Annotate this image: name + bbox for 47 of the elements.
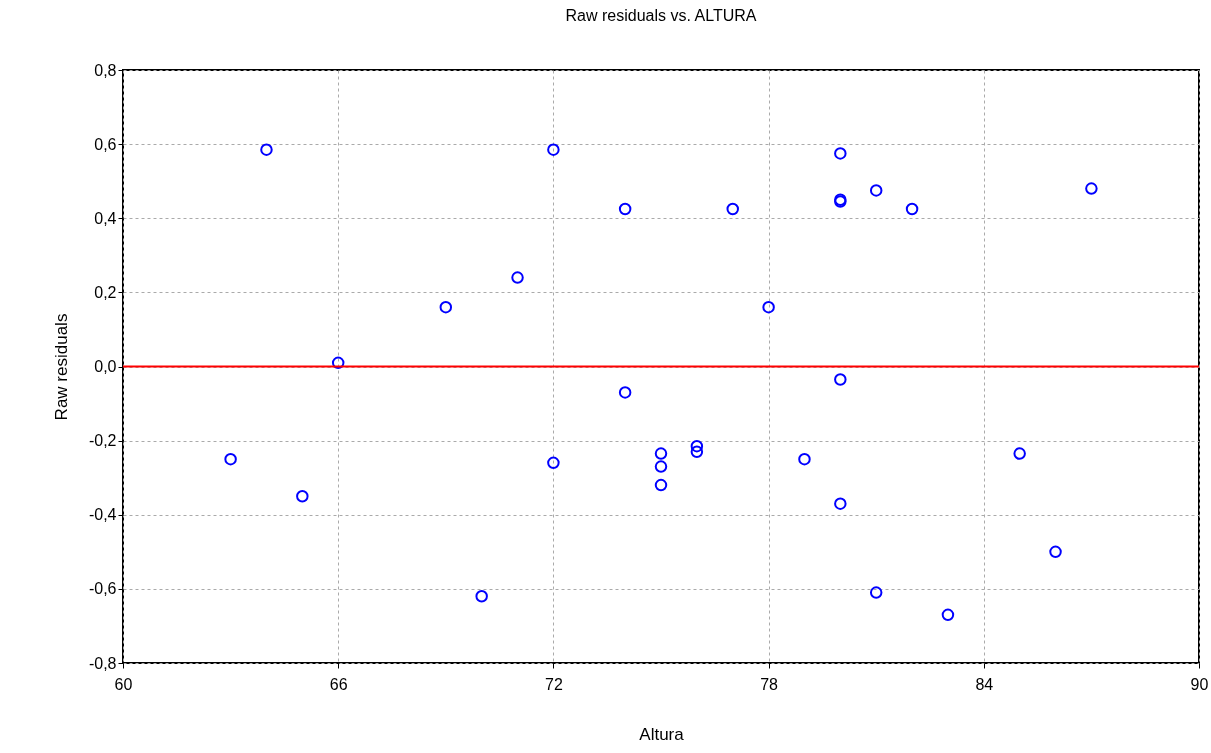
point xyxy=(296,489,309,503)
chart-title: Raw residuals vs. ALTURA xyxy=(565,7,757,24)
point xyxy=(1013,447,1026,460)
point xyxy=(905,202,919,216)
x-tick-label: 72 xyxy=(545,675,563,693)
point xyxy=(941,608,955,622)
x-tick-label: 78 xyxy=(760,675,779,693)
point xyxy=(331,356,345,370)
point xyxy=(224,452,237,466)
y-axis-title: Raw residuals xyxy=(51,313,71,421)
point xyxy=(834,373,847,386)
x-tick-label: 90 xyxy=(1190,675,1209,693)
y-tick-label: -0,4 xyxy=(88,506,117,524)
y-tick-label: 0,4 xyxy=(94,209,117,227)
point xyxy=(511,271,524,284)
x-tick-label: 66 xyxy=(329,675,348,693)
point xyxy=(654,478,668,492)
point xyxy=(1085,182,1098,195)
x-tick-label: 60 xyxy=(114,675,133,693)
point xyxy=(834,497,847,510)
point xyxy=(654,447,668,460)
x-axis-title: Altura xyxy=(639,724,685,744)
point xyxy=(690,439,704,453)
point xyxy=(618,202,632,216)
y-tick-label: -0,8 xyxy=(88,654,117,672)
y-tick-label: -0,6 xyxy=(88,580,117,598)
point xyxy=(475,590,488,603)
point xyxy=(618,386,632,399)
y-tick-label: 0,2 xyxy=(94,283,117,301)
point xyxy=(654,460,668,473)
point xyxy=(869,586,883,599)
y-tick-label: 0,8 xyxy=(94,61,117,79)
point xyxy=(798,452,811,466)
point xyxy=(1049,545,1062,559)
point xyxy=(869,184,883,197)
point xyxy=(439,300,453,314)
y-tick-label: -0,2 xyxy=(88,432,117,450)
x-tick-label: 84 xyxy=(975,675,994,693)
point xyxy=(260,143,273,156)
y-tick-label: 0,0 xyxy=(94,358,117,375)
point xyxy=(834,147,847,160)
point xyxy=(726,202,739,216)
y-tick-label: 0,6 xyxy=(94,135,117,153)
point xyxy=(547,143,560,156)
point xyxy=(762,300,775,314)
point xyxy=(690,445,704,458)
point xyxy=(547,456,560,470)
